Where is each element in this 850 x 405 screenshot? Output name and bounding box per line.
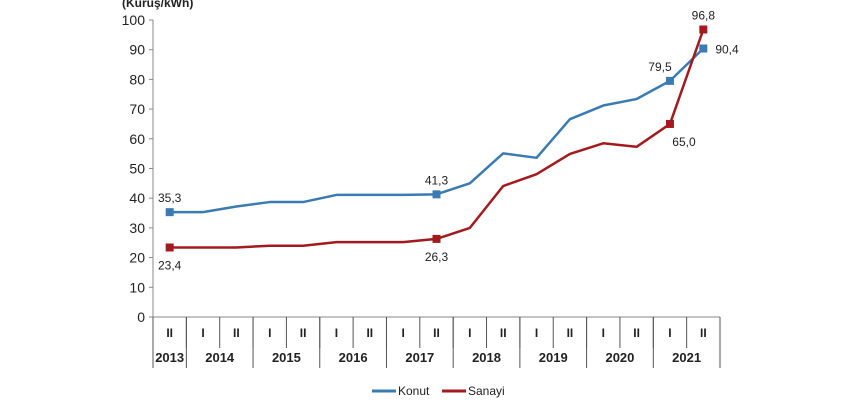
y-tick-label: 50 (129, 161, 145, 177)
data-label: 41,3 (425, 173, 449, 187)
legend: Konut Sanayi (372, 384, 505, 398)
data-label: 23,4 (158, 259, 182, 273)
semester-label: II (500, 326, 507, 340)
data-label: 96,8 (692, 9, 716, 23)
data-label: 65,0 (672, 135, 696, 149)
y-tick-label: 10 (129, 279, 145, 295)
y-tick-label: 60 (129, 131, 145, 147)
legend-label: Konut (398, 384, 430, 398)
y-tick-label: 80 (129, 71, 145, 87)
data-label: 35,3 (158, 191, 182, 205)
semester-label: II (366, 326, 373, 340)
y-axis-label: (Kuruş/kWh) (122, 0, 193, 10)
year-label: 2019 (539, 350, 568, 365)
semester-label: II (567, 326, 574, 340)
data-label: 90,4 (715, 43, 739, 57)
semester-label: I (668, 326, 671, 340)
semester-label: I (535, 326, 538, 340)
data-marker (166, 244, 174, 252)
y-tick-label: 0 (137, 309, 145, 325)
data-marker (666, 77, 674, 85)
semester-label: II (433, 326, 440, 340)
y-tick-label: 20 (129, 250, 145, 266)
data-marker (699, 26, 707, 34)
semester-label: I (602, 326, 605, 340)
series-line-konut (170, 49, 704, 213)
semester-label: I (468, 326, 471, 340)
data-label: 79,5 (648, 60, 672, 74)
semester-label: I (401, 326, 404, 340)
data-label: 26,3 (425, 250, 449, 264)
year-label: 2013 (155, 350, 184, 365)
year-label: 2014 (205, 350, 235, 365)
y-tick-label: 90 (129, 42, 145, 58)
semester-label: II (166, 326, 173, 340)
y-axis: 0 10 20 30 40 50 60 70 80 90 100 (122, 12, 153, 325)
semester-label: II (300, 326, 307, 340)
semester-label: II (633, 326, 640, 340)
semester-label: I (335, 326, 338, 340)
semester-label: I (201, 326, 204, 340)
semester-label: I (268, 326, 271, 340)
legend-label: Sanayi (468, 384, 505, 398)
y-tick-label: 30 (129, 220, 145, 236)
y-tick-label: 100 (122, 12, 146, 28)
year-label: 2015 (272, 350, 301, 365)
y-tick-label: 70 (129, 101, 145, 117)
year-label: 2021 (672, 350, 701, 365)
semester-label: II (700, 326, 707, 340)
series-lines: 35,3 41,3 79,5 90,4 23,4 26,3 65,0 96,8 (158, 9, 739, 273)
year-label: 2018 (472, 350, 501, 365)
year-label: 2017 (405, 350, 434, 365)
semester-label: II (233, 326, 240, 340)
data-marker (166, 208, 174, 216)
data-marker (433, 190, 441, 198)
year-label: 2016 (339, 350, 368, 365)
y-tick-label: 40 (129, 190, 145, 206)
data-marker (699, 45, 707, 53)
data-marker (433, 235, 441, 243)
data-marker (666, 120, 674, 128)
year-label: 2020 (605, 350, 634, 365)
series-line-sanayi (170, 30, 704, 248)
